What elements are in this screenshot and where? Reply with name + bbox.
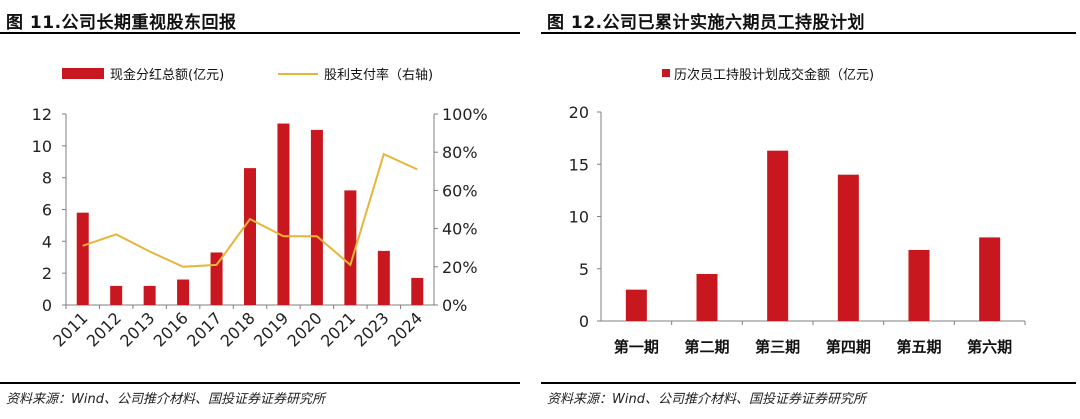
right-bottom-rule bbox=[541, 382, 1076, 384]
legend-label-bar: 现金分红总额(亿元) bbox=[110, 67, 224, 83]
y2-tick-label: 40% bbox=[442, 220, 478, 239]
y2-tick-label: 0% bbox=[442, 296, 467, 315]
bar-dividend bbox=[344, 190, 357, 305]
y2-tick-label: 20% bbox=[442, 258, 478, 277]
bar-esop-amount bbox=[837, 174, 859, 321]
y2-tick-label: 100% bbox=[442, 105, 488, 124]
bar-esop-amount bbox=[767, 150, 789, 321]
x-tick-label: 2020 bbox=[284, 308, 326, 350]
x-tick-label: 2013 bbox=[116, 308, 158, 350]
x-tick-label: 第二期 bbox=[684, 338, 729, 356]
x-tick-label: 第六期 bbox=[967, 338, 1012, 356]
y-tick-label: 20 bbox=[569, 103, 589, 122]
x-tick-label: 2024 bbox=[384, 308, 426, 350]
series-line-payout-ratio bbox=[82, 152, 418, 268]
x-tick-label: 第四期 bbox=[826, 338, 871, 356]
left-top-rule bbox=[0, 32, 520, 34]
y2-tick-label: 60% bbox=[442, 181, 478, 200]
y-tick-label: 0 bbox=[42, 296, 52, 315]
bar-dividend bbox=[377, 250, 390, 305]
bar-dividend bbox=[310, 129, 323, 305]
right-figure-panel: 图 12.公司已累计实施六期员工持股计划 历次员工持股计划成交金额（亿元) 0 5 1… bbox=[541, 0, 1080, 419]
left-figure-title: 图 11.公司长期重视股东回报 bbox=[6, 13, 237, 33]
y-tick-label: 0 bbox=[579, 312, 589, 331]
x-tick-label: 第一期 bbox=[614, 338, 659, 356]
bar-esop-amount bbox=[979, 237, 1001, 321]
x-tick-label: 2023 bbox=[350, 308, 392, 350]
bar-dividend bbox=[110, 285, 123, 305]
bar-dividend bbox=[76, 212, 89, 305]
y-tick-label: 15 bbox=[569, 155, 589, 174]
bar-dividend bbox=[244, 168, 256, 305]
bar-esop-amount bbox=[625, 289, 647, 321]
right-source-note: 资料来源：Wind、公司推介材料、国投证券证券研究所 bbox=[547, 392, 866, 407]
x-tick-label: 2021 bbox=[317, 308, 359, 350]
dividend-chart: 现金分红总额(亿元) 股利支付率（右轴) 0 2 4 6 8 10 12 0% 20% 40% 60% 8… bbox=[32, 67, 488, 351]
left-figure-panel: 图 11.公司长期重视股东回报 现金分红总额(亿元) 股利支付率（右轴) 0 2 4 6 8… bbox=[0, 0, 525, 419]
x-tick-label: 2016 bbox=[150, 308, 192, 350]
x-tick-label: 第五期 bbox=[896, 338, 941, 356]
y-tick-label: 10 bbox=[32, 137, 52, 156]
y-tick-label: 2 bbox=[42, 264, 52, 283]
y-tick-label: 12 bbox=[32, 105, 52, 124]
legend-label-line: 股利支付率（右轴) bbox=[324, 67, 433, 83]
bar-dividend bbox=[177, 279, 190, 305]
x-tick-label: 2017 bbox=[183, 308, 225, 350]
x-tick-label: 2018 bbox=[217, 308, 259, 350]
x-tick-label: 2019 bbox=[250, 308, 292, 350]
bar-esop-amount bbox=[696, 273, 718, 321]
bar-dividend bbox=[277, 123, 290, 305]
y-tick-label: 10 bbox=[569, 208, 589, 227]
y2-tick-label: 80% bbox=[442, 143, 478, 162]
bar-dividend bbox=[411, 277, 424, 305]
y-tick-label: 8 bbox=[42, 169, 52, 188]
x-tick-label: 2011 bbox=[49, 308, 91, 350]
y-tick-label: 4 bbox=[42, 232, 52, 251]
y-tick-label: 6 bbox=[42, 201, 52, 220]
left-bottom-rule bbox=[0, 382, 520, 384]
x-tick-label: 第三期 bbox=[755, 338, 800, 356]
legend-label-bar: 历次员工持股计划成交金额（亿元) bbox=[674, 67, 874, 83]
legend-swatch-bar bbox=[662, 69, 670, 77]
left-source-note: 资料来源：Wind、公司推介材料、国投证券证券研究所 bbox=[6, 392, 325, 407]
x-tick-label: 2012 bbox=[83, 308, 125, 350]
right-top-rule bbox=[541, 32, 1076, 34]
right-figure-title: 图 12.公司已累计实施六期员工持股计划 bbox=[547, 13, 866, 33]
bar-dividend bbox=[143, 285, 156, 305]
esop-chart: 历次员工持股计划成交金额（亿元) 0 5 10 15 20 第一期 第二期 第三期 第四期 第五期 第… bbox=[569, 67, 1026, 356]
legend-swatch-bar bbox=[62, 68, 104, 79]
bar-esop-amount bbox=[908, 249, 930, 321]
y-tick-label: 5 bbox=[579, 260, 589, 279]
